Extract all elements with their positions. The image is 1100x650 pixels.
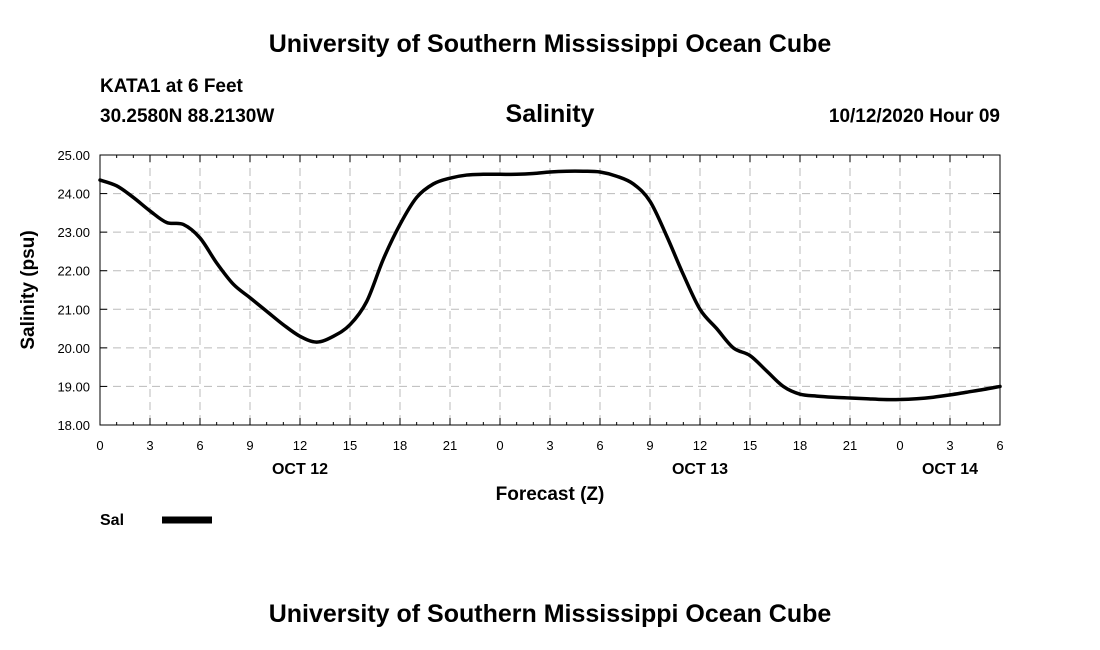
x-tick-labels: 0 3 6 9 12 15 18 21 0 3 6 9 12 15 18 21 0 3 6 (96, 438, 1003, 453)
x-tick-label: 12 (693, 438, 707, 453)
y-tick-label: 20.00 (57, 341, 90, 356)
day-label: OCT 14 (922, 461, 978, 478)
x-tick-label: 12 (293, 438, 307, 453)
y-tick-label: 24.00 (57, 187, 90, 202)
chart-title: Salinity (505, 100, 595, 128)
day-label: OCT 13 (672, 461, 728, 478)
x-tick-label: 21 (843, 438, 857, 453)
day-label: OCT 12 (272, 461, 328, 478)
y-tick-label: 22.00 (57, 264, 90, 279)
x-tick-label: 15 (743, 438, 757, 453)
x-tick-label: 9 (646, 438, 653, 453)
series-line-sal (98, 169, 1002, 402)
x-tick-label: 3 (946, 438, 953, 453)
x-tick-label: 0 (96, 438, 103, 453)
coordinates-label: 30.2580N 88.2130W (100, 106, 275, 127)
x-tick-label: 18 (793, 438, 807, 453)
x-tick-label: 6 (596, 438, 603, 453)
x-tick-label: 3 (146, 438, 153, 453)
x-tick-label: 9 (246, 438, 253, 453)
y-tick-label: 19.00 (57, 379, 90, 394)
y-axis-label: Salinity (psu) (18, 230, 39, 349)
x-tick-label: 21 (443, 438, 457, 453)
datetime-label: 10/12/2020 Hour 09 (828, 106, 1000, 127)
y-tick-label: 25.00 (57, 148, 90, 163)
axis-ticks (99, 154, 1001, 426)
x-tick-label: 18 (393, 438, 407, 453)
x-tick-label: 6 (196, 438, 203, 453)
y-tick-label: 23.00 (57, 225, 90, 240)
x-axis-label: Forecast (Z) (496, 484, 605, 505)
x-tick-label: 3 (546, 438, 553, 453)
station-label: KATA1 at 6 Feet (100, 76, 243, 97)
grid-lines (100, 155, 1000, 425)
legend-label-sal: Sal (100, 512, 124, 529)
y-tick-label: 21.00 (57, 302, 90, 317)
footer-title: University of Southern Mississippi Ocean… (268, 600, 832, 628)
x-tick-label: 6 (996, 438, 1003, 453)
x-tick-label: 15 (343, 438, 357, 453)
x-tick-label: 0 (496, 438, 503, 453)
y-tick-labels: 18.00 19.00 20.00 21.00 22.00 23.00 24.00 25.00 (57, 148, 90, 433)
day-labels: OCT 12 OCT 13 OCT 14 (272, 461, 978, 478)
page-title: University of Southern Mississippi Ocean… (268, 30, 832, 58)
legend: Sal (100, 512, 212, 529)
x-tick-label: 0 (896, 438, 903, 453)
y-tick-label: 18.00 (57, 418, 90, 433)
